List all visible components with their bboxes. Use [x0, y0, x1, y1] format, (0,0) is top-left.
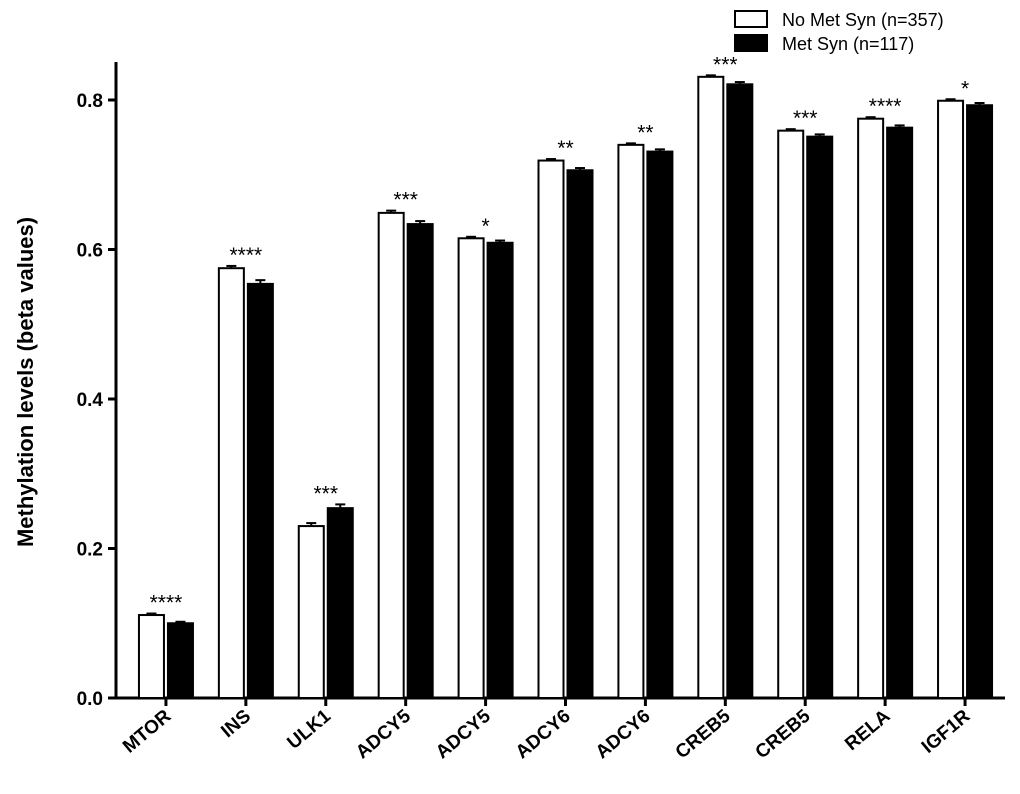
x-tick-label: CREB5	[672, 705, 735, 763]
significance-label: *	[481, 215, 489, 238]
bar-met-syn	[726, 83, 754, 700]
bar-no-met-syn	[537, 159, 565, 700]
bar-no-met-syn	[697, 75, 725, 699]
bar-no-met-syn	[297, 525, 325, 700]
significance-label: ***	[713, 53, 738, 76]
legend-swatch	[734, 34, 768, 52]
bar-no-met-syn	[137, 614, 165, 700]
x-tick-label: IGF1R	[918, 706, 975, 758]
bar-met-syn	[966, 104, 994, 700]
legend: No Met Syn (n=357) Met Syn (n=117)	[734, 10, 944, 54]
x-tick-label: ADCY5	[352, 705, 415, 763]
y-tick-label: 0.6	[77, 241, 103, 262]
bar-no-met-syn	[377, 211, 405, 699]
bar-met-syn	[566, 169, 594, 699]
x-tick-label: INS	[217, 706, 255, 742]
chart-bars	[137, 74, 994, 700]
significance-label: ***	[793, 107, 818, 130]
bar-met-syn	[806, 135, 834, 699]
bar-no-met-syn	[857, 117, 885, 699]
x-tick-label: ADCY5	[432, 705, 495, 763]
y-axis-label: Methylation levels (beta values)	[13, 217, 38, 547]
significance-label: **	[637, 121, 653, 144]
x-tick-label: RELA	[841, 706, 894, 756]
significance-label: ***	[314, 482, 339, 505]
significance-label: ****	[150, 592, 183, 615]
bar-met-syn	[326, 507, 354, 700]
bar-no-met-syn	[457, 237, 485, 699]
legend-label: Met Syn (n=117)	[782, 34, 914, 54]
bar-met-syn	[406, 223, 434, 700]
bar-no-met-syn	[217, 267, 245, 699]
significance-label: **	[557, 137, 573, 160]
significance-label: ****	[230, 244, 263, 267]
x-tick-label: MTOR	[119, 706, 175, 758]
y-tick-label: 0.0	[77, 689, 103, 710]
y-tick-label: 0.4	[77, 390, 104, 411]
bar-met-syn	[246, 282, 274, 699]
bar-no-met-syn	[617, 143, 645, 700]
significance-label: *	[961, 77, 969, 100]
significance-label: ****	[869, 95, 902, 118]
x-tick-label: ULK1	[283, 705, 335, 753]
y-tick-label: 0.8	[77, 91, 103, 112]
legend-label: No Met Syn (n=357)	[782, 10, 944, 30]
bar-met-syn	[486, 241, 514, 700]
x-tick-label: ADCY6	[512, 706, 575, 763]
bar-met-syn	[166, 622, 194, 699]
bar-met-syn	[646, 150, 674, 699]
y-tick-label: 0.2	[77, 540, 103, 561]
significance-label: ***	[393, 189, 418, 212]
bar-met-syn	[886, 126, 914, 700]
bar-no-met-syn	[777, 129, 805, 699]
x-tick-label: CREB5	[752, 705, 815, 763]
bar-no-met-syn	[937, 99, 965, 699]
x-tick-label: ADCY6	[592, 706, 655, 763]
legend-swatch	[734, 10, 768, 28]
